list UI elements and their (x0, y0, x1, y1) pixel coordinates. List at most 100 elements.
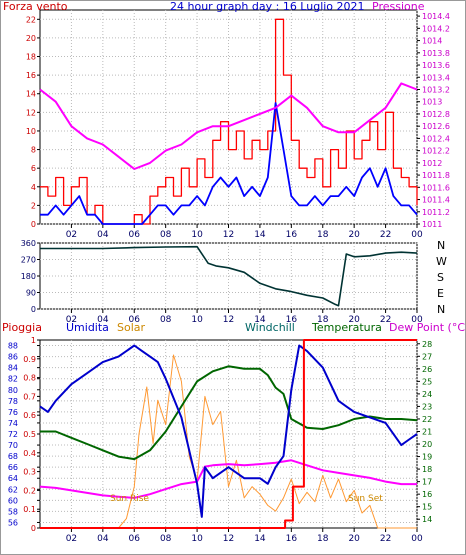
pressure-tick-label-1011: 1011 (422, 220, 442, 229)
right-axis-ticks-top: 1011 1011.2 1011.4 1011.6 1011.8 1012 1012.2 10… (417, 12, 450, 229)
rain-tick-label-0.4: 0.4 (23, 449, 36, 458)
humidity-tick-label-64: 64 (8, 474, 18, 483)
temp-tick-label-20: 20 (422, 440, 432, 449)
x-tick-label-02: 02 (66, 315, 77, 325)
pressure-tick-label-1011.6: 1011.6 (422, 183, 450, 192)
x-tick-label-20: 20 (348, 315, 360, 325)
grid-middle (40, 242, 418, 310)
temp-tick-label-25: 25 (422, 377, 432, 386)
humidity-tick-label-86: 86 (8, 353, 18, 362)
x-tick-label-14: 14 (254, 315, 266, 325)
pressure-tick-label-1013.6: 1013.6 (422, 61, 450, 70)
rain-tick-label-0.5: 0.5 (23, 430, 36, 439)
x-tick-label-10: 10 (191, 230, 203, 240)
pressure-tick-label-1012.8: 1012.8 (422, 110, 450, 119)
x-tick-label-00: 00 (411, 315, 423, 325)
series-line-avg (40, 102, 418, 225)
x-tick-label-20: 20 (348, 534, 360, 544)
pressure-tick-label-1011.8: 1011.8 (422, 171, 450, 180)
temp-tick-label-16: 16 (422, 490, 432, 499)
wind-tick-label-4: 4 (31, 183, 36, 192)
dir-label-n-bottom: N (437, 303, 445, 316)
wind-tick-label-6: 6 (31, 164, 36, 173)
x-tick-label-22: 22 (380, 230, 391, 240)
left-axis-ticks-top: 0 2 4 6 8 10 12 14 16 18 20 22 (26, 15, 40, 229)
series-top (39, 18, 418, 225)
wind-tick-label-14: 14 (26, 90, 36, 99)
dir-label-e: E (437, 287, 444, 300)
x-tick-label-14: 14 (254, 230, 266, 240)
direction-tick-label-90: 90 (26, 289, 36, 298)
series-bottom (39, 339, 418, 529)
dir-label-w: W (436, 255, 447, 268)
solar-label: Solar (117, 321, 146, 334)
wind-tick-label-16: 16 (26, 71, 36, 80)
x-axis-ticks-top: 02 04 06 08 10 12 14 16 18 20 22 00 (66, 224, 423, 240)
series-line-gust (40, 18, 418, 225)
pressure-tick-label-1012.2: 1012.2 (422, 147, 450, 156)
temp-tick-label-28: 28 (422, 340, 432, 349)
x-tick-label-04: 04 (97, 534, 109, 544)
humidity-tick-label-72: 72 (8, 430, 18, 439)
pressure-tick-label-1013.2: 1013.2 (422, 85, 450, 94)
temp-tick-label-26: 26 (422, 365, 432, 374)
rain-label: Pioggia (2, 321, 42, 334)
temp-tick-label-21: 21 (422, 427, 432, 436)
dir-label-s: S (437, 271, 444, 284)
pressure-tick-label-1011.2: 1011.2 (422, 208, 450, 217)
temp-tick-label-23: 23 (422, 402, 432, 411)
temp-tick-label-18: 18 (422, 465, 432, 474)
x-tick-label-22: 22 (380, 534, 391, 544)
humidity-tick-label-60: 60 (8, 496, 18, 505)
series-line-rain (40, 339, 417, 529)
temp-tick-label-19: 19 (422, 453, 432, 462)
chart-title: 24 hour graph day : 16 Luglio 2021 (170, 0, 365, 13)
wind-tick-label-20: 20 (26, 34, 36, 43)
humidity-tick-label-76: 76 (8, 408, 18, 417)
series-line-pressure (39, 82, 418, 170)
direction-tick-label-360: 360 (21, 239, 36, 248)
humidity-tick-label-80: 80 (8, 386, 18, 395)
series-line-direction (40, 245, 418, 307)
temp-tick-label-14: 14 (422, 515, 432, 524)
temp-tick-label-27: 27 (422, 352, 432, 361)
pressure-tick-label-1012: 1012 (422, 159, 442, 168)
pressure-tick-label-1011.4: 1011.4 (422, 196, 450, 205)
series-line-temperature (40, 365, 418, 461)
wind-tick-label-18: 18 (26, 53, 36, 62)
x-tick-label-18: 18 (317, 230, 329, 240)
humidity-tick-label-74: 74 (8, 419, 18, 428)
direction-tick-label-270: 270 (21, 256, 36, 265)
x-tick-label-06: 06 (129, 534, 141, 544)
x-tick-label-08: 08 (160, 315, 172, 325)
humidity-tick-label-78: 78 (8, 397, 18, 406)
x-tick-label-18: 18 (317, 315, 329, 325)
humidity-axis-ticks: 56 58 60 62 64 66 68 70 72 74 76 78 80 82 84 86 88 (8, 342, 40, 527)
x-tick-label-00: 00 (411, 230, 423, 240)
humidity-tick-label-66: 66 (8, 463, 18, 472)
direction-tick-label-0: 0 (31, 305, 36, 314)
x-tick-label-14: 14 (254, 534, 266, 544)
x-tick-label-00: 00 (411, 534, 423, 544)
x-tick-label-04: 04 (97, 315, 109, 325)
wind-tick-label-10: 10 (26, 127, 36, 136)
pressure-tick-label-1014.2: 1014.2 (422, 24, 450, 33)
rain-tick-label-0.9: 0.9 (23, 355, 36, 364)
rain-tick-label-0.8: 0.8 (23, 374, 36, 383)
pressure-tick-label-1014: 1014 (422, 37, 442, 46)
left-axis-ticks-middle: 0 90 180 270 360 (21, 239, 40, 314)
temp-tick-label-24: 24 (422, 390, 432, 399)
x-tick-label-12: 12 (223, 230, 234, 240)
pressure-label: Pressione (372, 0, 425, 13)
temp-tick-label-15: 15 (422, 503, 432, 512)
x-tick-label-04: 04 (97, 230, 109, 240)
humidity-tick-label-82: 82 (8, 375, 18, 384)
humidity-tick-label-88: 88 (8, 342, 18, 351)
plot-area-top (39, 9, 418, 225)
rain-tick-label-0.2: 0.2 (23, 486, 36, 495)
rain-tick-label-0.7: 0.7 (23, 392, 36, 401)
series-line-humidity (39, 344, 418, 518)
